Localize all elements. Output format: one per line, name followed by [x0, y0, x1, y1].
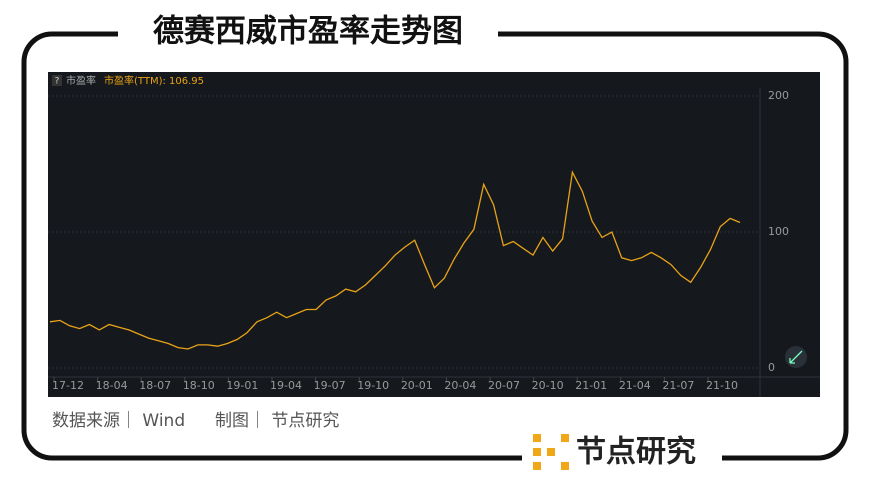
y-tick-label: 100: [768, 225, 789, 238]
x-tick-label: 21-01: [575, 379, 607, 392]
help-text: ?: [55, 77, 60, 87]
x-tick-label: 18-10: [183, 379, 215, 392]
x-tick-label: 19-07: [314, 379, 346, 392]
line: [49, 170, 741, 350]
logo-icon: [533, 434, 569, 470]
x-tick-label: 20-07: [488, 379, 520, 392]
y-tick-label: 200: [768, 89, 789, 102]
x-tick-label: 19-04: [270, 379, 302, 392]
help-icon: [52, 75, 62, 86]
title-bg: [118, 10, 498, 56]
x-tick-label: 21-04: [619, 379, 651, 392]
zoom-arrow: [789, 350, 803, 364]
credit: 制图｜ 节点研究: [215, 411, 339, 431]
x-tick-label: 20-10: [532, 379, 564, 392]
x-tick-label: 20-04: [444, 379, 476, 392]
y-tick-label: 0: [768, 361, 775, 374]
legend-label: 市盈率(TTM): 106.95: [104, 74, 204, 87]
x-tick-label: 20-01: [401, 379, 433, 392]
x-tick-label: 17-12: [52, 379, 84, 392]
x-tick-label: 18-04: [96, 379, 128, 392]
logo-text: 节点研究: [576, 435, 696, 470]
logo-bg: [522, 430, 722, 470]
chart-title: 德赛西威市盈率走势图: [153, 14, 463, 50]
x-tick-label: 18-07: [139, 379, 171, 392]
x-tick-label: 19-10: [357, 379, 389, 392]
indicator-label: 市盈率: [66, 74, 96, 87]
source: 数据来源｜ Wind: [52, 411, 185, 431]
plot-panel: [48, 72, 820, 397]
x-tick-label: 21-07: [662, 379, 694, 392]
x-tick-label: 19-01: [226, 379, 258, 392]
x-tick-label: 21-10: [706, 379, 738, 392]
